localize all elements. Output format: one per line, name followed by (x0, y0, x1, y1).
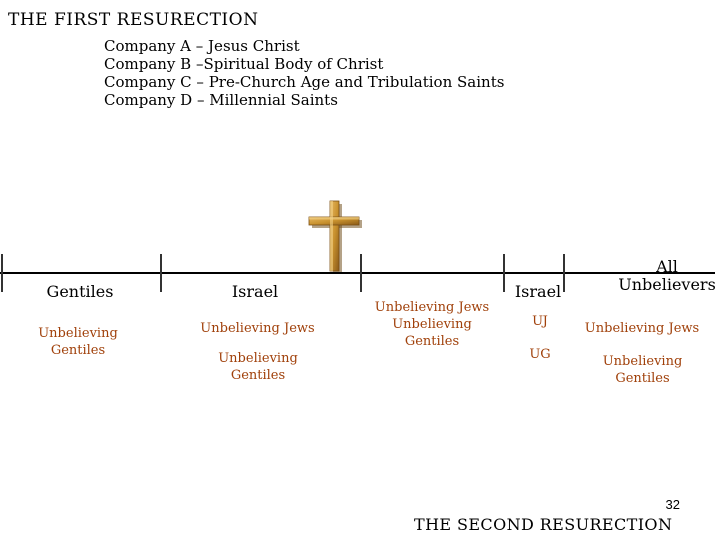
tick-3 (503, 254, 505, 292)
company-d: Company D – Millennial Saints (104, 91, 338, 109)
second-resurrection-title: THE SECOND RESURECTION (414, 515, 673, 534)
tick-4 (563, 254, 565, 292)
tick-1 (160, 254, 162, 292)
cross-icon (306, 200, 362, 278)
company-a: Company A – Jesus Christ (104, 37, 300, 55)
unbelieving-jews-gentiles-label: Unbelieving Jews Unbelieving Gentiles (374, 300, 490, 349)
unbelieving-jews-label: Unbelieving Jews (200, 321, 315, 336)
company-c: Company C – Pre-Church Age and Tribulati… (104, 73, 505, 91)
gentiles-heading: Gentiles (46, 282, 114, 301)
all-unbelievers-heading: All Unbelievers (618, 257, 716, 294)
company-list: Company A – Jesus Christ Company B –Spir… (104, 37, 504, 109)
israel-heading-2: Israel (514, 282, 562, 301)
tick-0 (1, 254, 3, 292)
unbelieving-jews-label-2: Unbelieving Jews (584, 321, 700, 336)
timeline-axis (0, 272, 715, 274)
tick-2 (360, 254, 362, 292)
company-b: Company B –Spiritual Body of Christ (104, 55, 384, 73)
israel-heading: Israel (231, 282, 279, 301)
unbelieving-gentiles-label: Unbelieving Gentiles (38, 326, 118, 358)
uj-label: UJ (532, 314, 548, 329)
unbelieving-gentiles-label-3: Unbelieving Gentiles (602, 354, 683, 386)
unbelieving-gentiles-label-2: Unbelieving Gentiles (218, 351, 298, 383)
first-resurrection-title: THE FIRST RESURECTION (8, 10, 259, 30)
page-number: 32 (665, 497, 680, 512)
ug-label: UG (529, 347, 551, 362)
